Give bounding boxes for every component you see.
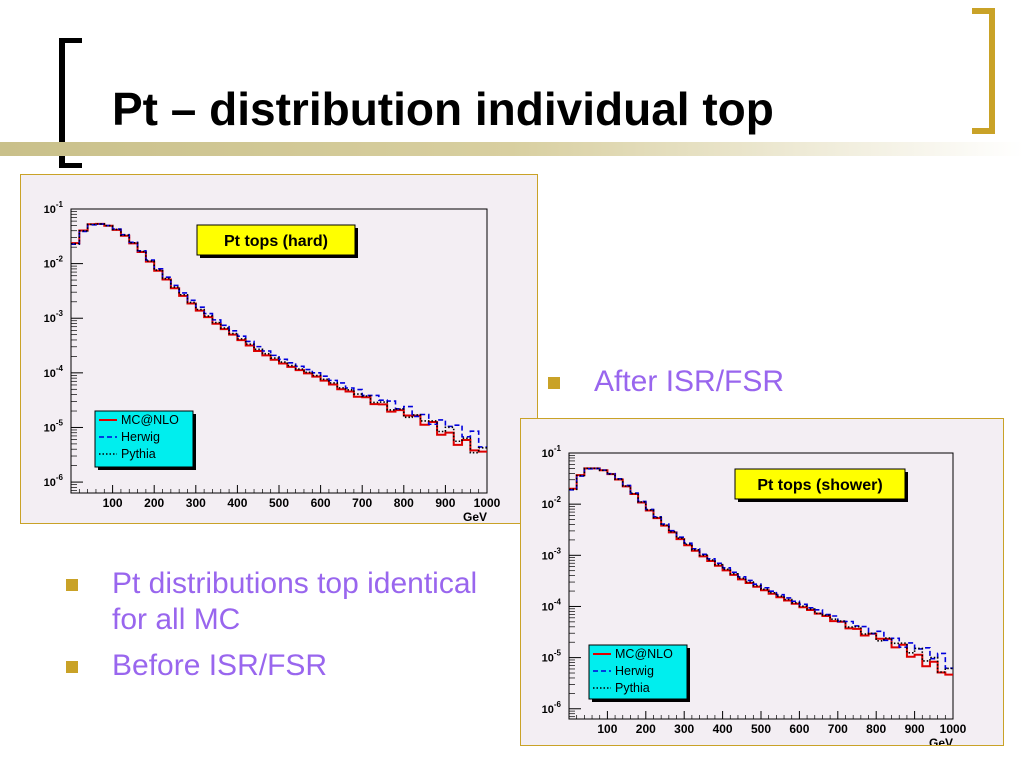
x-tick-label: 700 — [352, 496, 372, 510]
legend-entry: MC@NLO — [615, 647, 673, 661]
legend-entry: Pythia — [121, 447, 156, 461]
bullet-text: Pt distributions top identical for all M… — [112, 567, 478, 636]
legend-entry: Herwig — [615, 664, 654, 678]
y-tick-label: 10-4 — [44, 364, 64, 380]
x-tick-label: 800 — [866, 722, 886, 736]
x-tick-label: 1000 — [940, 722, 967, 736]
y-tick-label: 10-3 — [44, 309, 64, 325]
x-tick-label: 300 — [674, 722, 694, 736]
x-tick-label: 400 — [227, 496, 247, 510]
bullets-right: After ISR/FSR — [548, 364, 968, 410]
x-tick-label: 500 — [269, 496, 289, 510]
chart-panel-hard: 100 200 300 400 500 600 700 800 900 1000 GeV 10-1 10… — [20, 174, 538, 524]
y-tick-label: 10-2 — [542, 495, 562, 511]
title-rule — [0, 142, 1024, 156]
series-line-pythia — [569, 467, 953, 673]
y-tick-label: 10-4 — [542, 597, 562, 613]
legend-entry: Herwig — [121, 430, 160, 444]
legend-entry: Pythia — [615, 681, 650, 695]
title-box — [196, 224, 356, 256]
chart-title: Pt tops (hard) — [224, 233, 328, 250]
x-tick-label: 500 — [751, 722, 771, 736]
slide-title: Pt – distribution individual top — [112, 83, 774, 135]
x-tick-label: 100 — [597, 722, 617, 736]
x-tick-label: 1000 — [474, 496, 501, 510]
bullet-item: Pt distributions top identical for all M… — [66, 566, 486, 638]
x-tick-label: 700 — [828, 722, 848, 736]
bullet-square-icon — [66, 579, 78, 591]
legend — [588, 644, 688, 700]
x-tick-label: 300 — [186, 496, 206, 510]
legend-entry: MC@NLO — [121, 413, 179, 427]
y-tick-label: 10-6 — [44, 473, 64, 489]
x-axis-label: GeV — [463, 510, 487, 523]
bullet-item: Before ISR/FSR — [66, 648, 486, 684]
chart-title: Pt tops (shower) — [757, 477, 882, 494]
x-axis-label: GeV — [929, 736, 953, 745]
y-tick-label: 10-5 — [542, 649, 562, 665]
chart-panel-shower: 100 200 300 400 500 600 700 800 900 1000 GeV 10-1 10… — [520, 418, 1004, 746]
y-tick-label: 10-2 — [44, 255, 64, 271]
x-tick-label: 400 — [713, 722, 733, 736]
y-tick-label: 10-1 — [44, 200, 64, 216]
title-box — [734, 468, 906, 500]
y-tick-label: 10-5 — [44, 418, 64, 434]
bullet-square-icon — [548, 377, 560, 389]
x-tick-label: 100 — [103, 496, 123, 510]
bullets-left: Pt distributions top identical for all M… — [66, 566, 486, 694]
x-tick-label: 600 — [311, 496, 331, 510]
right-bracket-icon — [972, 8, 995, 134]
x-tick-label: 200 — [144, 496, 164, 510]
y-tick-label: 10-1 — [542, 444, 562, 460]
x-tick-label: 600 — [789, 722, 809, 736]
bullet-text: After ISR/FSR — [594, 365, 785, 398]
bullet-square-icon — [66, 661, 78, 673]
left-bracket-icon — [59, 38, 82, 168]
x-tick-label: 200 — [636, 722, 656, 736]
y-tick-label: 10-6 — [542, 700, 562, 716]
x-tick-label: 900 — [435, 496, 455, 510]
x-tick-label: 900 — [905, 722, 925, 736]
bullet-item: After ISR/FSR — [548, 364, 968, 400]
bullet-text: Before ISR/FSR — [112, 649, 328, 682]
y-tick-label: 10-3 — [542, 546, 562, 562]
x-tick-label: 800 — [394, 496, 414, 510]
